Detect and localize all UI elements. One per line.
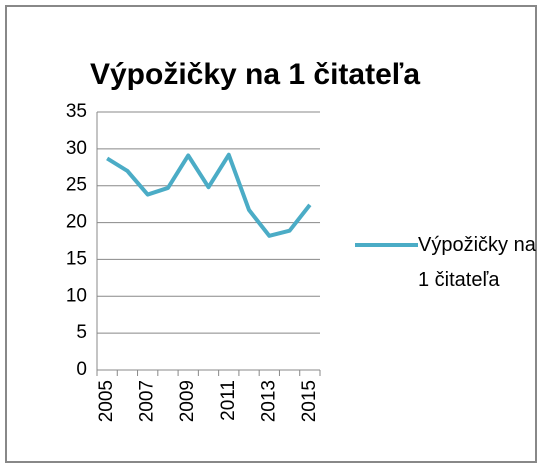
- line-series: [106, 152, 312, 238]
- x-tick-label: 2009: [177, 380, 198, 422]
- x-tick-label: 2005: [96, 380, 117, 422]
- x-tick-label: 2011: [218, 380, 239, 421]
- y-tick-label: 20: [66, 212, 87, 233]
- y-tick-label: 5: [76, 322, 87, 343]
- y-tick-label: 15: [66, 248, 87, 269]
- x-tick-label: 2015: [299, 380, 320, 422]
- y-tick-label: 25: [66, 175, 87, 196]
- y-tick-label: 35: [66, 101, 87, 122]
- y-tick-label: 10: [66, 285, 87, 306]
- x-tick-label: 2013: [258, 380, 279, 422]
- y-tick-label: 0: [76, 359, 87, 380]
- legend-label: Výpožičky na 1 čitateľa: [418, 234, 536, 291]
- chart-title: Výpožičky na 1 čitateľa: [90, 58, 420, 91]
- y-tick-label: 30: [66, 138, 87, 159]
- x-tick-label: 2007: [137, 380, 158, 422]
